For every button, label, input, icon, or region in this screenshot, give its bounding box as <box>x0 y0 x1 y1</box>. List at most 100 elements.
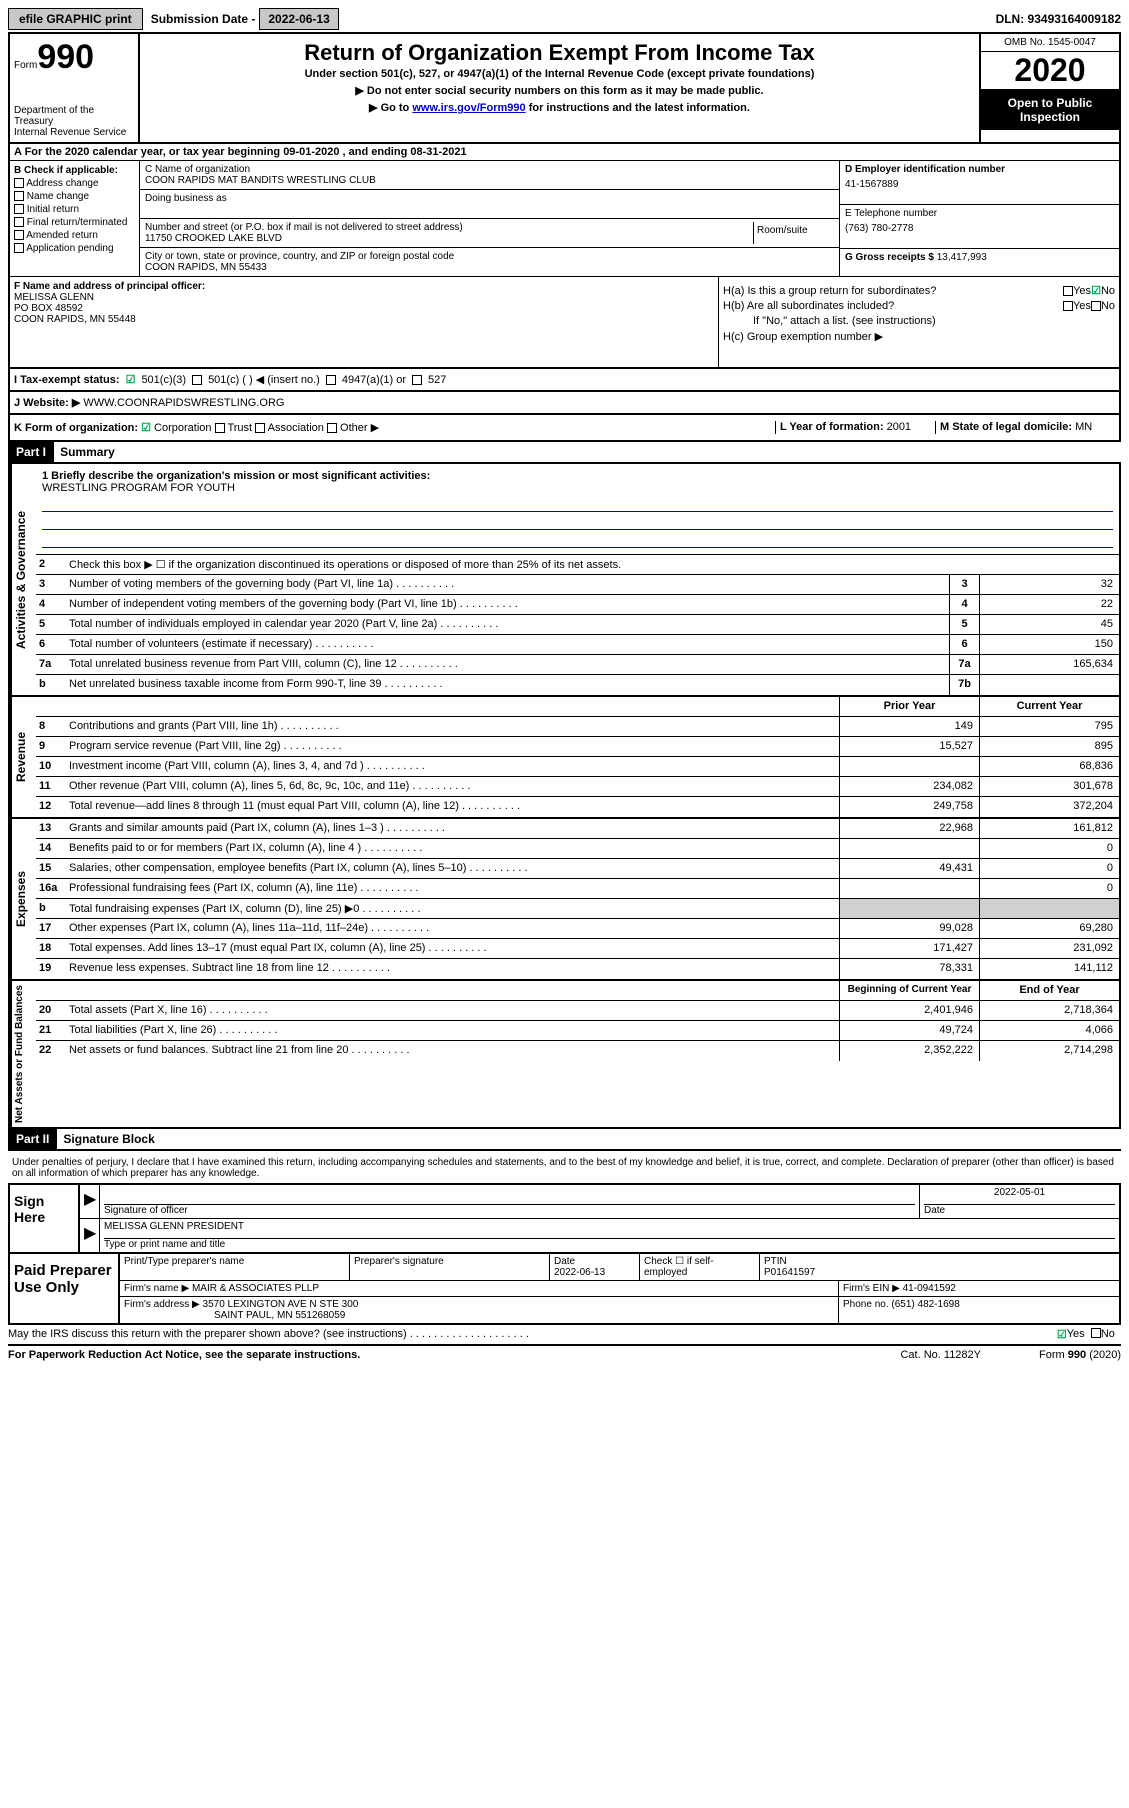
ein-label: D Employer identification number <box>845 164 1114 175</box>
ha-yes[interactable] <box>1063 286 1073 296</box>
hb-yes-t: Yes <box>1073 300 1091 312</box>
discuss-no: No <box>1101 1328 1115 1341</box>
table-row: b Total fundraising expenses (Part IX, c… <box>36 899 1119 919</box>
chk-assoc[interactable] <box>255 423 265 433</box>
form-org-label: K Form of organization: <box>14 422 138 434</box>
dba-label: Doing business as <box>145 193 834 204</box>
header-grid: B Check if applicable: Address change Na… <box>8 161 1121 369</box>
officer-addr1: PO BOX 48592 <box>14 303 714 314</box>
b2-pre: ▶ Go to <box>369 102 412 114</box>
dept-label: Department of the Treasury Internal Reve… <box>14 105 134 138</box>
box-b-title: B Check if applicable: <box>14 165 135 176</box>
hb-no[interactable] <box>1091 301 1101 311</box>
org-name: COON RAPIDS MAT BANDITS WRESTLING CLUB <box>145 175 834 186</box>
table-row: 12 Total revenue—add lines 8 through 11 … <box>36 797 1119 817</box>
ein-value: 41-1567889 <box>845 179 1114 190</box>
table-row: 4 Number of independent voting members o… <box>36 595 1119 615</box>
table-row: 3 Number of voting members of the govern… <box>36 575 1119 595</box>
row-i: I Tax-exempt status: ☑ 501(c)(3) 501(c) … <box>8 369 1121 392</box>
501c3: 501(c)(3) <box>141 374 186 386</box>
main-title: Return of Organization Exempt From Incom… <box>146 40 973 66</box>
chk-other[interactable] <box>327 423 337 433</box>
form-word: Form <box>14 60 37 71</box>
chk-4947[interactable] <box>326 375 336 385</box>
chk-addr[interactable] <box>14 178 24 188</box>
firm-phone-label: Phone no. <box>843 1299 889 1310</box>
paperwork: For Paperwork Reduction Act Notice, see … <box>8 1349 900 1361</box>
prior-hdr: Prior Year <box>839 697 979 716</box>
chk-trust[interactable] <box>215 423 225 433</box>
open-inspection: Open to Public Inspection <box>981 90 1119 130</box>
under-text: Under section 501(c), 527, or 4947(a)(1)… <box>146 68 973 80</box>
org-name-label: C Name of organization <box>145 164 834 175</box>
discuss-text: May the IRS discuss this return with the… <box>8 1328 1057 1341</box>
curr-hdr: Current Year <box>979 697 1119 716</box>
table-row: 13 Grants and similar amounts paid (Part… <box>36 819 1119 839</box>
box-f: F Name and address of principal officer:… <box>10 277 719 367</box>
dln: DLN: 93493164009182 <box>996 12 1121 26</box>
website-value: WWW.COONRAPIDSWRESTLING.ORG <box>80 397 284 409</box>
prep-label: Paid Preparer Use Only <box>10 1254 120 1323</box>
activities-section: Activities & Governance 1 Briefly descri… <box>8 464 1121 697</box>
gross-value: 13,417,993 <box>937 252 987 263</box>
sig-declare: Under penalties of perjury, I declare th… <box>8 1155 1121 1181</box>
ha-no-t: No <box>1101 285 1115 297</box>
vert-activities: Activities & Governance <box>10 464 36 695</box>
firm-addr1: 3570 LEXINGTON AVE N STE 300 <box>203 1299 359 1310</box>
chk-amended[interactable] <box>14 230 24 240</box>
501c: 501(c) ( ) ◀ (insert no.) <box>208 373 320 386</box>
tax-status-label: I Tax-exempt status: <box>14 374 120 386</box>
chk-527[interactable] <box>412 375 422 385</box>
mission-label: 1 Briefly describe the organization's mi… <box>42 470 430 482</box>
hb-yes[interactable] <box>1063 301 1073 311</box>
officer-addr2: COON RAPIDS, MN 55448 <box>14 314 714 325</box>
table-row: 7a Total unrelated business revenue from… <box>36 655 1119 675</box>
firm-phone: (651) 482-1698 <box>891 1299 959 1310</box>
hc-label: H(c) Group exemption number ▶ <box>723 330 883 343</box>
firm-addr2: SAINT PAUL, MN 551268059 <box>124 1310 345 1321</box>
chk-final[interactable] <box>14 217 24 227</box>
chk-501c[interactable] <box>192 375 202 385</box>
hb-label: H(b) Are all subordinates included? <box>723 300 1063 312</box>
expenses-section: Expenses 13 Grants and similar amounts p… <box>8 819 1121 981</box>
efile-btn[interactable]: efile GRAPHIC print <box>8 8 143 30</box>
row-a: A For the 2020 calendar year, or tax yea… <box>8 144 1121 161</box>
state-label: M State of legal domicile: <box>940 421 1072 433</box>
chk-pending[interactable] <box>14 243 24 253</box>
check-icon: ☑ <box>126 373 136 386</box>
firm-label: Firm's name ▶ <box>124 1283 189 1294</box>
officer-name: MELISSA GLENN <box>14 292 714 303</box>
check-icon: ☑ <box>1091 284 1101 297</box>
opt-addr: Address change <box>26 178 98 189</box>
table-row: 15 Salaries, other compensation, employe… <box>36 859 1119 879</box>
sign-here: Sign Here <box>10 1185 80 1252</box>
527: 527 <box>428 374 446 386</box>
firm-addr-label: Firm's address ▶ <box>124 1299 200 1310</box>
prep-h5v: P01641597 <box>764 1267 815 1278</box>
prep-h5: PTIN <box>764 1256 787 1267</box>
type-label: Type or print name and title <box>104 1239 225 1250</box>
opt-initial: Initial return <box>27 204 79 215</box>
top-bar: efile GRAPHIC print Submission Date - 20… <box>8 8 1121 30</box>
corp: Corporation <box>154 422 211 434</box>
table-row: 6 Total number of volunteers (estimate i… <box>36 635 1119 655</box>
hb-no-t: No <box>1101 300 1115 312</box>
omb: OMB No. 1545-0047 <box>981 34 1119 52</box>
part1-title: Summary <box>57 442 118 462</box>
chk-initial[interactable] <box>14 204 24 214</box>
table-row: 8 Contributions and grants (Part VIII, l… <box>36 717 1119 737</box>
chk-name[interactable] <box>14 191 24 201</box>
subm-label: Submission Date - <box>151 12 256 26</box>
discuss-no-chk[interactable] <box>1091 1328 1101 1338</box>
form-header: Form990 Department of the Treasury Inter… <box>8 32 1121 144</box>
vert-revenue: Revenue <box>10 697 36 817</box>
form990-link[interactable]: www.irs.gov/Form990 <box>412 102 525 114</box>
sig-date-val: 2022-05-01 <box>924 1187 1115 1205</box>
arrow-icon: ▶ <box>80 1219 100 1252</box>
opt-final: Final return/terminated <box>27 217 128 228</box>
part2-num: Part II <box>8 1129 57 1149</box>
netassets-section: Net Assets or Fund Balances Beginning of… <box>8 981 1121 1129</box>
table-row: 16a Professional fundraising fees (Part … <box>36 879 1119 899</box>
4947: 4947(a)(1) or <box>342 374 406 386</box>
website-label: J Website: ▶ <box>14 397 80 409</box>
